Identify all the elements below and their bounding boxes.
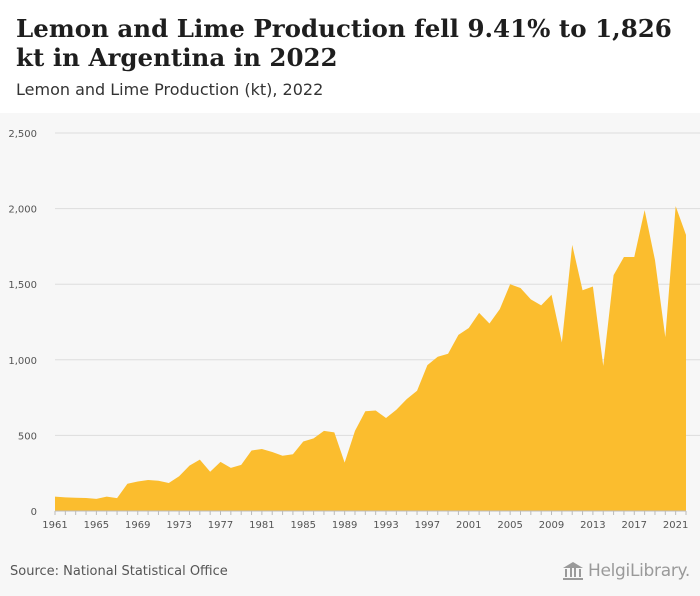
x-tick-label: 1989 xyxy=(332,520,357,531)
brand-logo[interactable]: HelgiLibrary. xyxy=(562,561,690,581)
chart-subtitle: Lemon and Lime Production (kt), 2022 xyxy=(16,80,324,99)
chart-footer: Source: National Statistical Office Helg… xyxy=(0,551,700,596)
x-tick-label: 1993 xyxy=(373,520,398,531)
x-tick-label: 1961 xyxy=(42,520,67,531)
chart-header: Lemon and Lime Production fell 9.41% to … xyxy=(0,0,700,113)
x-tick-label: 1977 xyxy=(208,520,233,531)
x-tick-label: 2013 xyxy=(580,520,605,531)
x-tick-label: 2009 xyxy=(539,520,564,531)
y-tick-label: 2,000 xyxy=(8,205,37,216)
x-tick-label: 2021 xyxy=(663,520,688,531)
y-tick-label: 500 xyxy=(18,431,37,442)
y-tick-label: 0 xyxy=(31,507,37,518)
y-tick-label: 1,000 xyxy=(8,356,37,367)
source-note: Source: National Statistical Office xyxy=(10,564,228,579)
x-tick-label: 1985 xyxy=(291,520,316,531)
x-tick-label: 1965 xyxy=(84,520,109,531)
y-tick-label: 1,500 xyxy=(8,280,37,291)
brand-name: HelgiLibrary. xyxy=(587,561,690,581)
x-tick-label: 1997 xyxy=(415,520,440,531)
x-tick-label: 1969 xyxy=(125,520,150,531)
x-tick-label: 2001 xyxy=(456,520,481,531)
library-building-icon xyxy=(562,562,583,580)
y-tick-label: 2,500 xyxy=(8,129,37,140)
x-tick-label: 2005 xyxy=(497,520,522,531)
x-tick-label: 1981 xyxy=(249,520,274,531)
chart-title: Lemon and Lime Production fell 9.41% to … xyxy=(16,14,672,72)
x-tick-label: 1973 xyxy=(166,520,191,531)
production-area xyxy=(55,206,686,511)
x-tick-label: 2017 xyxy=(622,520,647,531)
